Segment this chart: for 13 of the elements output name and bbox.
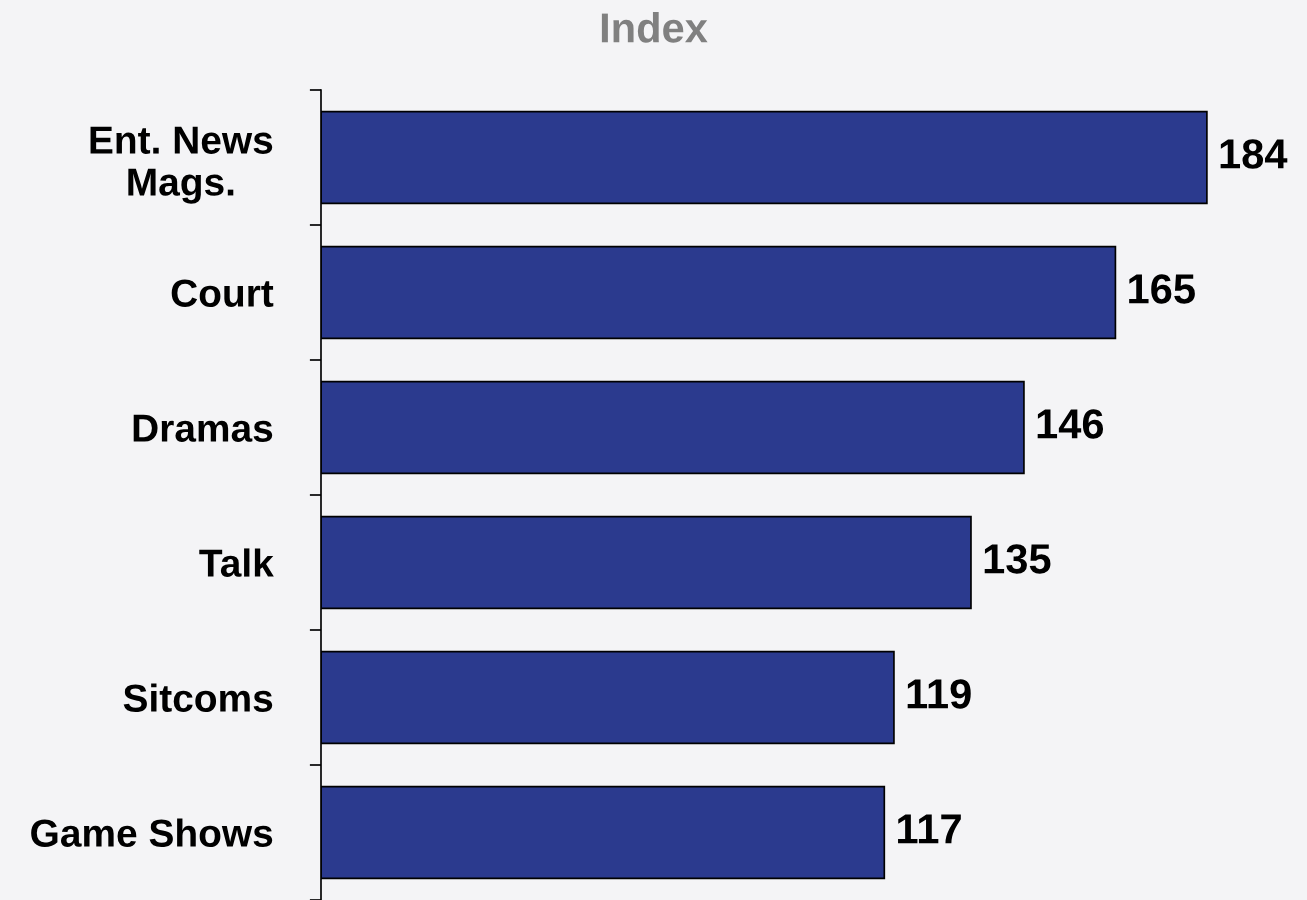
data-label: 146 xyxy=(1037,409,1104,439)
y-tick-label: Court xyxy=(171,279,274,307)
data-label: 117 xyxy=(898,814,961,844)
data-label: 135 xyxy=(984,544,1051,574)
y-tick-label: Sitcoms xyxy=(123,683,273,712)
data-label: 184 xyxy=(1220,139,1288,169)
y-tick-label: Dramas xyxy=(133,414,273,442)
data-label: 165 xyxy=(1129,274,1195,304)
y-tick-label: Ent. News Mags. xyxy=(90,126,273,204)
chart-title: Index xyxy=(601,12,708,43)
data-label: 119 xyxy=(907,679,971,709)
y-tick-label: Game Shows xyxy=(31,818,273,847)
y-tick-label: Talk xyxy=(199,548,274,577)
